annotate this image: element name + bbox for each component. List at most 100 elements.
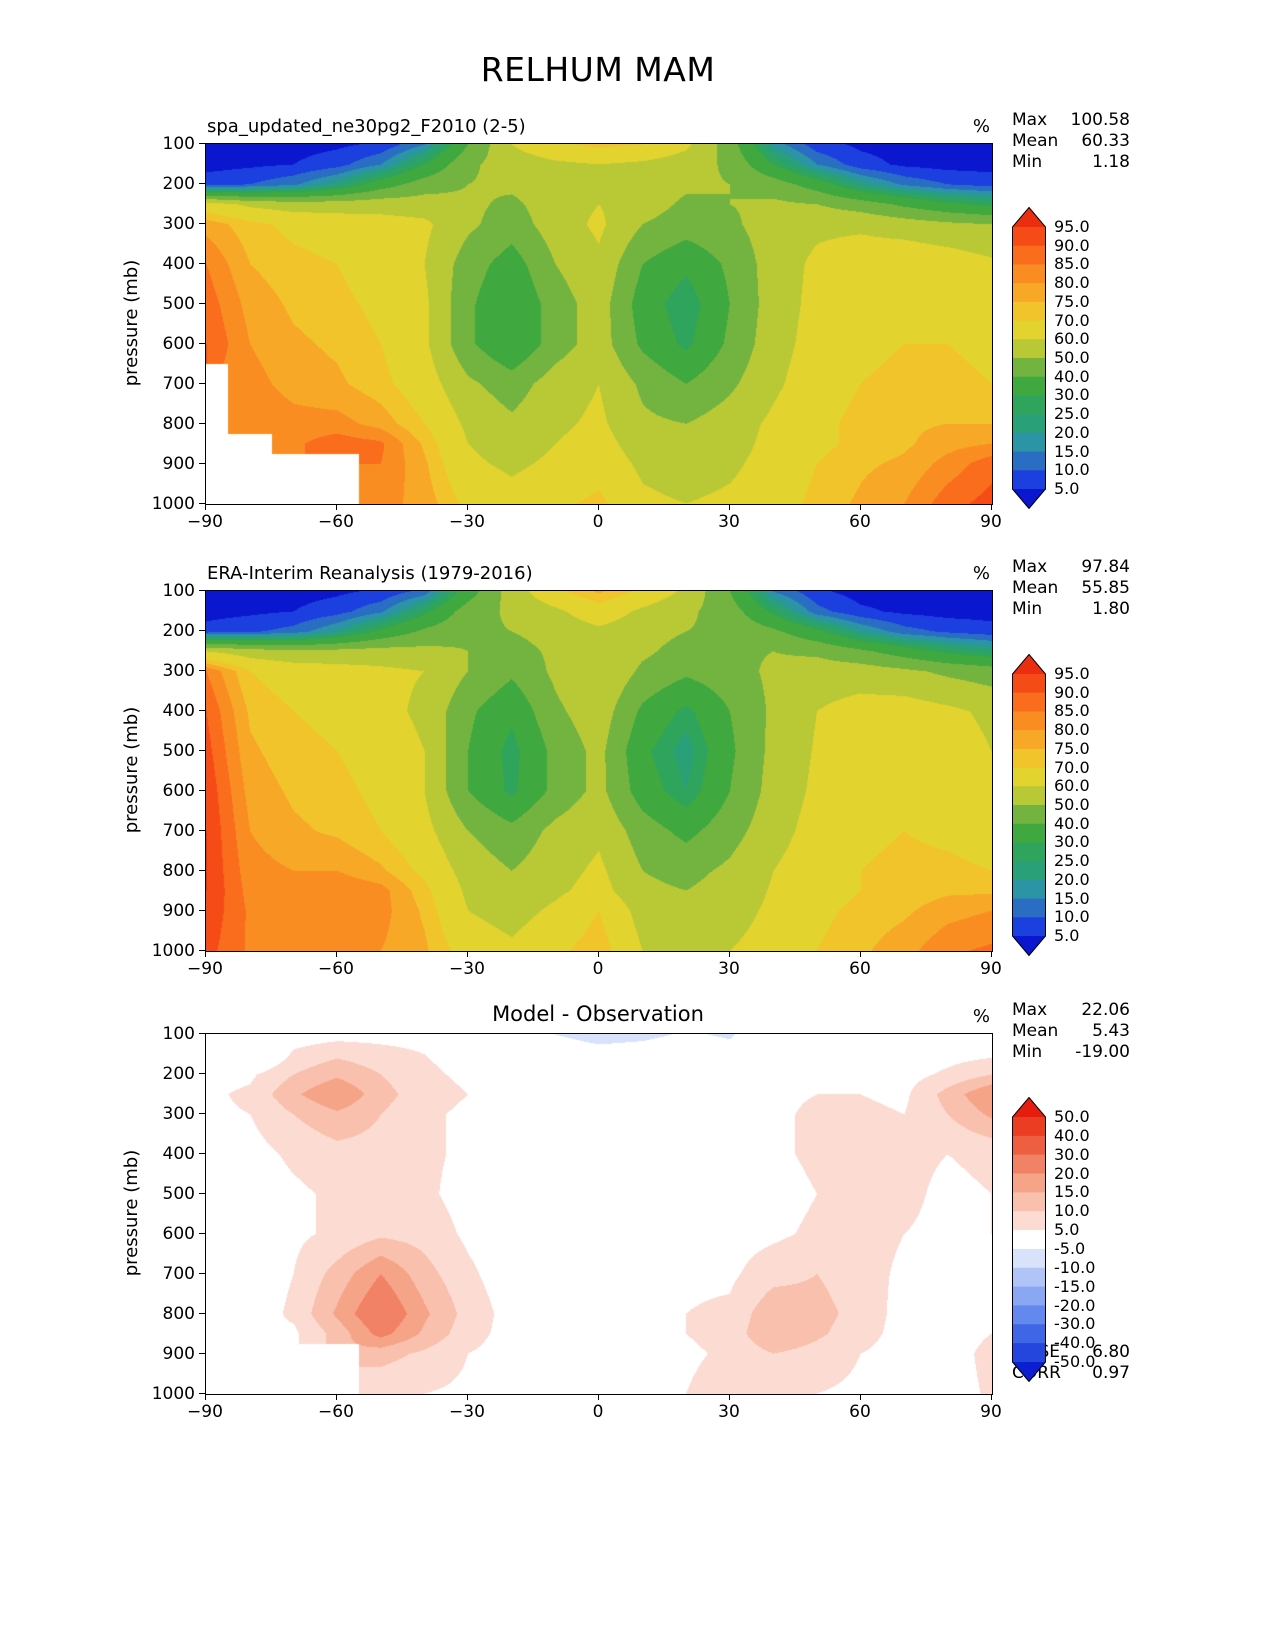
stat-value: 97.84 bbox=[1081, 557, 1130, 577]
colorbar-tick-label: 90.0 bbox=[1054, 682, 1090, 702]
x-tick-mark bbox=[467, 951, 468, 957]
colorbar-svg bbox=[1012, 653, 1046, 957]
y-tick-mark bbox=[199, 383, 205, 384]
x-tick-label: 90 bbox=[980, 512, 1002, 532]
panel-subtitle: ERA-Interim Reanalysis (1979-2016) bbox=[207, 563, 533, 584]
colorbar bbox=[1012, 1096, 1046, 1386]
colorbar-tick-label: 20.0 bbox=[1054, 1163, 1090, 1183]
y-tick-label: 100 bbox=[162, 134, 195, 154]
stat-value: 22.06 bbox=[1081, 1000, 1130, 1020]
y-tick-mark bbox=[199, 1113, 205, 1114]
colorbar-tick-label: 75.0 bbox=[1054, 738, 1090, 758]
contour-canvas bbox=[206, 144, 992, 504]
y-tick-mark bbox=[199, 1313, 205, 1314]
y-tick-mark bbox=[199, 503, 205, 504]
x-tick-mark bbox=[205, 951, 206, 957]
x-tick-mark bbox=[860, 504, 861, 510]
y-tick-label: 1000 bbox=[151, 1384, 195, 1404]
colorbar-tick-label: 50.0 bbox=[1054, 348, 1090, 367]
x-tick-label: −60 bbox=[318, 1402, 354, 1422]
x-tick-label: −90 bbox=[187, 512, 223, 532]
x-tick-mark bbox=[860, 951, 861, 957]
x-tick-mark bbox=[991, 1394, 992, 1400]
colorbar-tick-label: 95.0 bbox=[1054, 217, 1090, 236]
y-tick-mark bbox=[199, 950, 205, 951]
y-tick-label: 900 bbox=[162, 454, 195, 474]
colorbar-tick-label: 40.0 bbox=[1054, 813, 1090, 833]
colorbar-tick-label: 75.0 bbox=[1054, 291, 1090, 311]
y-tick-mark bbox=[199, 870, 205, 871]
figure-title: RELHUM MAM bbox=[480, 50, 716, 89]
y-tick-mark bbox=[199, 303, 205, 304]
y-tick-label: 300 bbox=[162, 1104, 195, 1124]
x-tick-mark bbox=[467, 504, 468, 510]
x-tick-mark bbox=[205, 1394, 206, 1400]
unit-label: % bbox=[972, 563, 990, 584]
x-tick-mark bbox=[729, 951, 730, 957]
x-tick-label: 60 bbox=[849, 959, 871, 979]
x-tick-label: −30 bbox=[449, 1402, 485, 1422]
x-tick-mark bbox=[336, 1394, 337, 1400]
colorbar-tick-label: 15.0 bbox=[1054, 1182, 1090, 1202]
stat-value: 5.43 bbox=[1092, 1021, 1130, 1041]
stat-value: 100.58 bbox=[1070, 110, 1130, 130]
colorbar-svg bbox=[1012, 1096, 1046, 1383]
stat-row: Mean 5.43 bbox=[1012, 1021, 1130, 1042]
y-tick-mark bbox=[199, 790, 205, 791]
x-tick-mark bbox=[336, 504, 337, 510]
stat-label: Min bbox=[1012, 152, 1043, 172]
y-tick-label: 300 bbox=[162, 214, 195, 234]
y-tick-mark bbox=[199, 910, 205, 911]
x-tick-label: −30 bbox=[449, 512, 485, 532]
stat-value: 0.97 bbox=[1092, 1363, 1130, 1383]
y-tick-mark bbox=[199, 1073, 205, 1074]
stat-row: Min -19.00 bbox=[1012, 1042, 1130, 1063]
colorbar-tick-label: 5.0 bbox=[1054, 926, 1080, 945]
stat-value: -19.00 bbox=[1075, 1042, 1130, 1062]
y-tick-mark bbox=[199, 263, 205, 264]
unit-label: % bbox=[972, 1006, 990, 1027]
stat-value: 1.18 bbox=[1092, 152, 1130, 172]
stat-value: 6.80 bbox=[1092, 1342, 1130, 1362]
x-tick-label: 30 bbox=[718, 959, 740, 979]
y-tick-label: 100 bbox=[162, 1024, 195, 1044]
y-tick-label: 300 bbox=[162, 661, 195, 681]
y-tick-mark bbox=[199, 1193, 205, 1194]
colorbar bbox=[1012, 206, 1046, 513]
colorbar-tick-label: -40.0 bbox=[1054, 1333, 1096, 1353]
y-tick-label: 400 bbox=[162, 1144, 195, 1164]
y-tick-mark bbox=[199, 143, 205, 144]
colorbar-tick-label: 90.0 bbox=[1054, 235, 1090, 255]
stat-label: Min bbox=[1012, 1042, 1043, 1062]
colorbar-tick-label: 10.0 bbox=[1054, 907, 1090, 927]
stat-label: Min bbox=[1012, 599, 1043, 619]
colorbar-tick-label: 30.0 bbox=[1054, 832, 1090, 852]
x-tick-label: −30 bbox=[449, 959, 485, 979]
colorbar-tick-label: 80.0 bbox=[1054, 273, 1090, 293]
x-tick-mark bbox=[598, 951, 599, 957]
y-tick-label: 800 bbox=[162, 414, 195, 434]
colorbar-tick-label: 25.0 bbox=[1054, 851, 1090, 871]
x-tick-label: 0 bbox=[592, 1402, 604, 1422]
y-tick-mark bbox=[199, 463, 205, 464]
contour-plot bbox=[205, 143, 993, 505]
colorbar-tick-label: 10.0 bbox=[1054, 460, 1090, 480]
colorbar-tick-label: 15.0 bbox=[1054, 888, 1090, 908]
stat-label: Max bbox=[1012, 557, 1048, 577]
x-tick-label: 60 bbox=[849, 1402, 871, 1422]
y-tick-label: 700 bbox=[162, 1264, 195, 1284]
colorbar-tick-label: 60.0 bbox=[1054, 329, 1090, 349]
y-tick-mark bbox=[199, 1273, 205, 1274]
y-tick-label: 800 bbox=[162, 1304, 195, 1324]
y-tick-label: 500 bbox=[162, 741, 195, 761]
x-tick-label: −60 bbox=[318, 959, 354, 979]
y-tick-mark bbox=[199, 750, 205, 751]
stat-label: Max bbox=[1012, 110, 1048, 130]
stat-row: Mean 60.33 bbox=[1012, 131, 1130, 152]
stat-label: Max bbox=[1012, 1000, 1048, 1020]
x-tick-label: 90 bbox=[980, 959, 1002, 979]
x-tick-mark bbox=[598, 1394, 599, 1400]
x-tick-mark bbox=[205, 504, 206, 510]
y-tick-label: 600 bbox=[162, 334, 195, 354]
panel-observation: ERA-Interim Reanalysis (1979-2016) % Max… bbox=[0, 557, 1275, 1004]
